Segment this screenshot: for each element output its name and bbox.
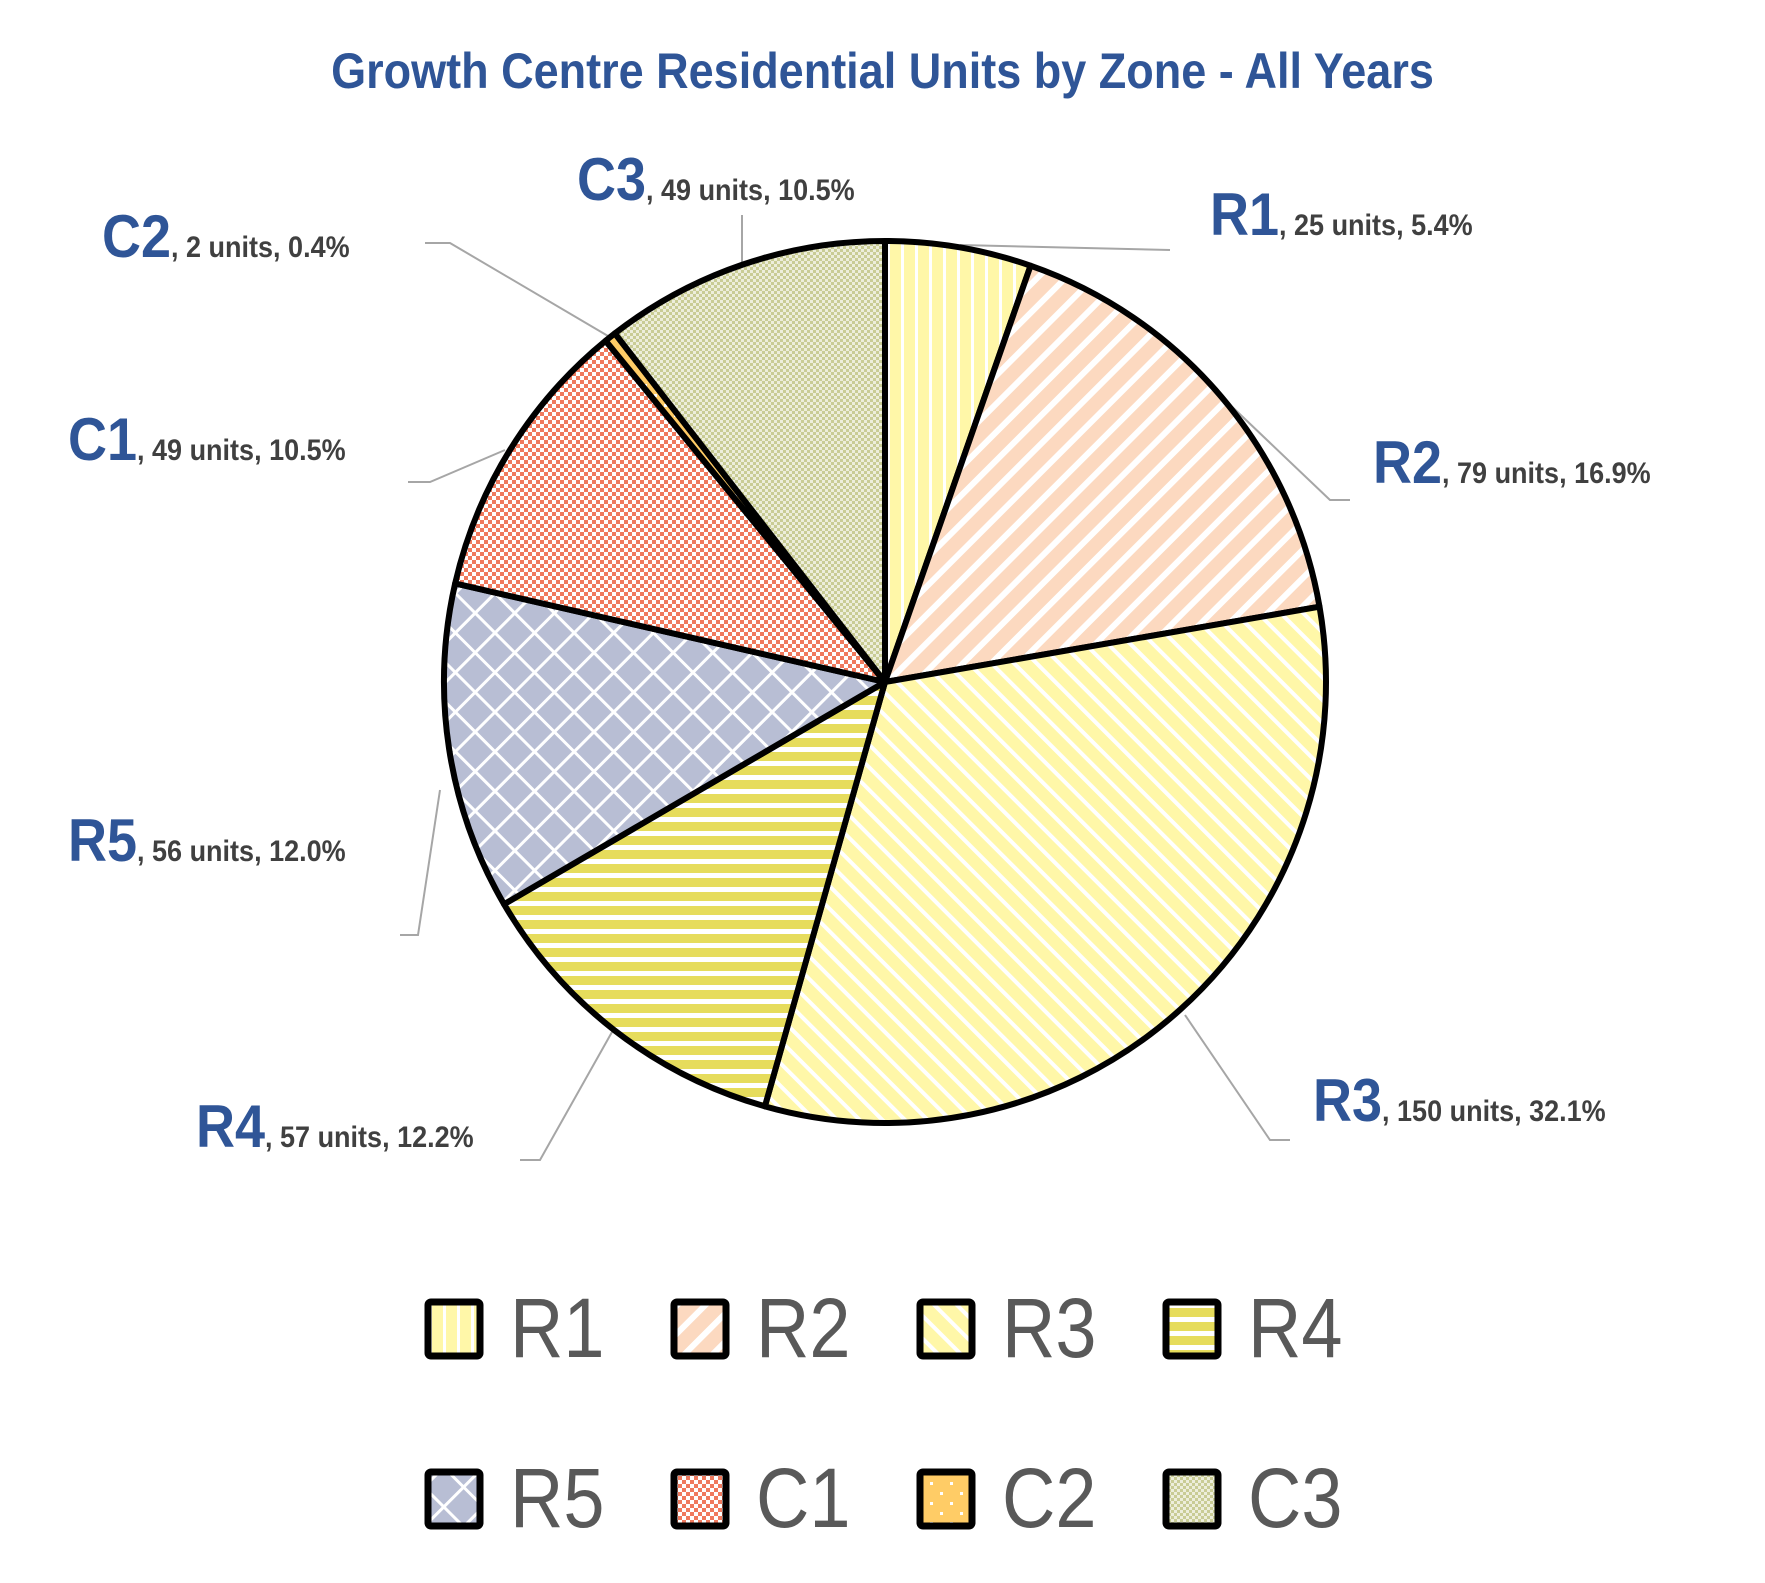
legend-label: R2 <box>756 1281 851 1375</box>
legend-item-c3: C3 <box>1162 1450 1355 1547</box>
legend-label: C2 <box>1002 1451 1097 1545</box>
leader-line-c2 <box>425 242 609 337</box>
legend-item-c2: C2 <box>916 1450 1109 1547</box>
leader-line-c1 <box>408 449 506 483</box>
legend-swatch <box>424 1298 484 1359</box>
legend-swatch <box>916 1468 976 1529</box>
legend-label: R4 <box>1248 1281 1343 1375</box>
legend-label: C3 <box>1248 1451 1343 1545</box>
data-label-r5: R5, 56 units, 12.0% <box>68 807 346 874</box>
leader-line-r3 <box>1184 1014 1290 1141</box>
data-label-r1: R1, 25 units, 5.4% <box>1210 181 1473 248</box>
leader-line-r5 <box>400 789 441 936</box>
data-label-c2: C2, 2 units, 0.4% <box>102 203 350 270</box>
legend-item-c1: C1 <box>670 1450 863 1547</box>
leader-line-r1 <box>959 244 1171 251</box>
legend-swatch <box>424 1468 484 1529</box>
pie-slice-r3 <box>761 603 1329 1126</box>
data-label-c3: C3, 49 units, 10.5% <box>577 146 855 213</box>
legend-swatch <box>670 1468 730 1529</box>
pie-slice-r2 <box>882 262 1323 685</box>
data-label-r3: R3, 150 units, 32.1% <box>1313 1067 1606 1134</box>
data-label-r4: R4, 57 units, 12.2% <box>196 1093 474 1160</box>
legend-label: R1 <box>510 1281 605 1375</box>
pie-slice-r4 <box>501 679 888 1110</box>
legend-label: C1 <box>756 1451 851 1545</box>
legend-swatch <box>916 1298 976 1359</box>
legend-item-r2: R2 <box>670 1280 863 1377</box>
legend-swatch <box>1162 1468 1222 1529</box>
chart-title: Growth Centre Residential Units by Zone … <box>331 43 1434 99</box>
data-label-c1: C1, 49 units, 10.5% <box>68 406 346 473</box>
legend-swatch <box>670 1298 730 1359</box>
legend-item-r5: R5 <box>424 1450 617 1547</box>
legend-item-r1: R1 <box>424 1280 617 1377</box>
leader-line-r4 <box>520 1031 613 1161</box>
leader-line-r2 <box>1224 399 1350 501</box>
legend-label: R3 <box>1002 1281 1097 1375</box>
pie-slice-c1 <box>452 337 888 685</box>
pie-slice-c3 <box>611 238 888 685</box>
legend-item-r3: R3 <box>916 1280 1109 1377</box>
legend-item-r4: R4 <box>1162 1280 1355 1377</box>
data-label-r2: R2, 79 units, 16.9% <box>1373 429 1651 496</box>
pie-slice-r5 <box>441 580 888 908</box>
legend-swatch <box>1162 1298 1222 1359</box>
legend-label: R5 <box>510 1451 605 1545</box>
